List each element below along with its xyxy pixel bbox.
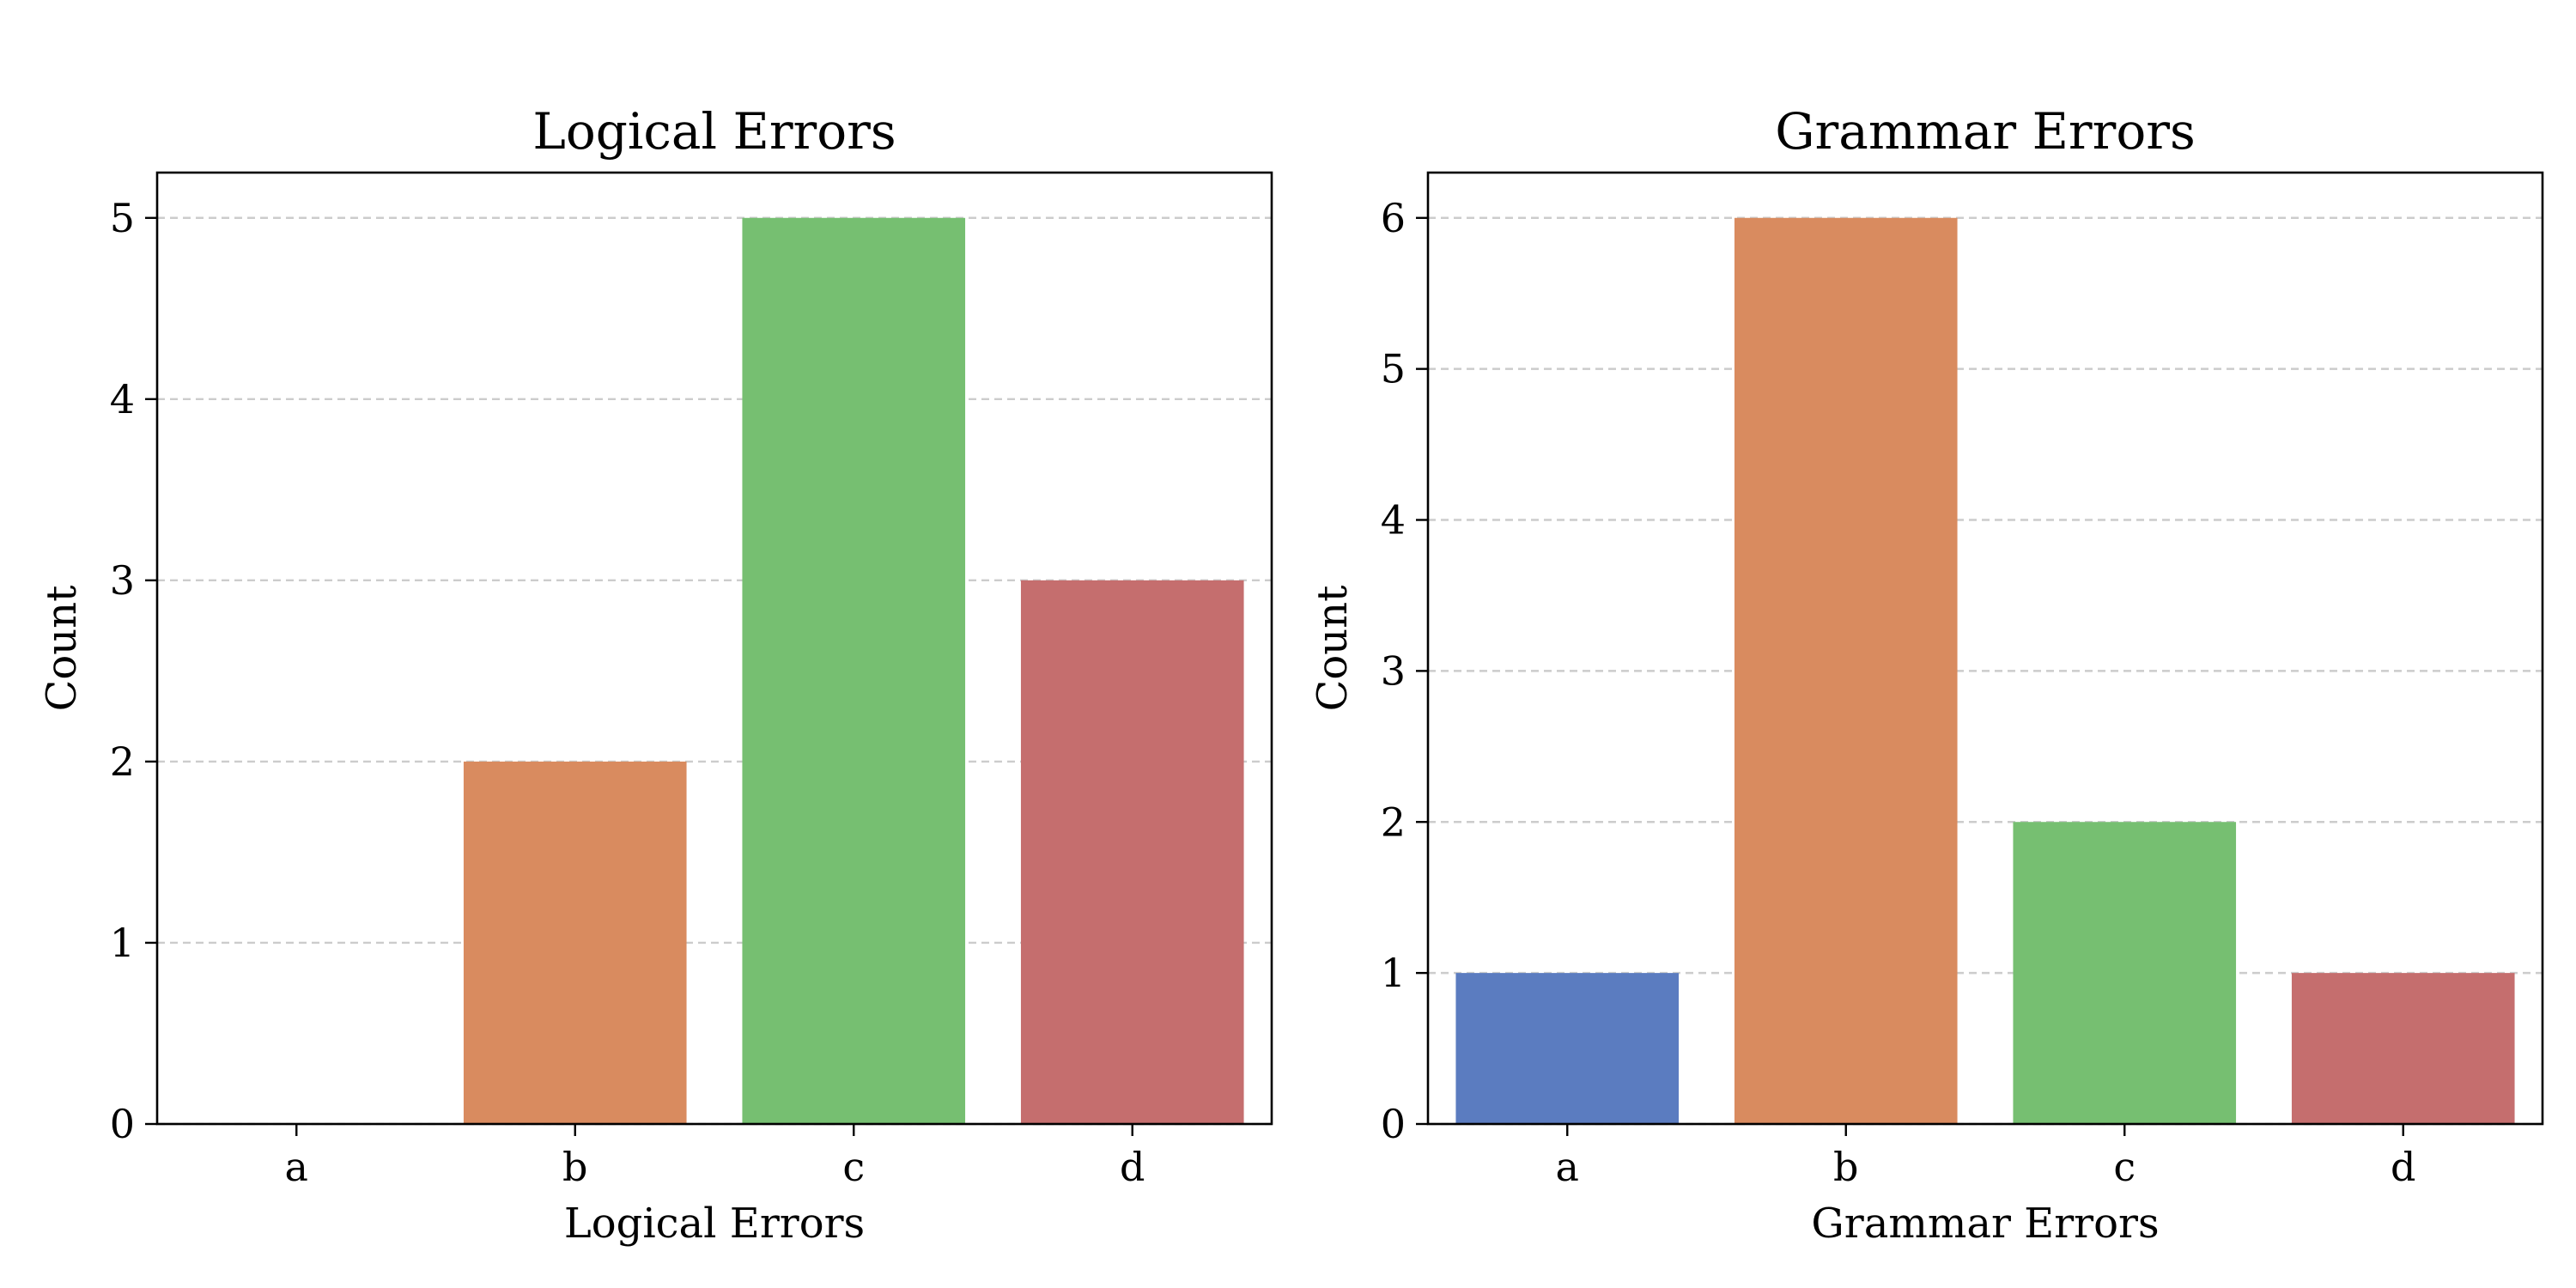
bar-d — [1020, 580, 1244, 1124]
y-tick-label: 5 — [1381, 346, 1406, 392]
x-tick-label: c — [2113, 1144, 2136, 1190]
y-tick-label: 6 — [1381, 195, 1406, 241]
plot-frame — [155, 171, 1273, 1126]
x-tick-label: c — [842, 1144, 865, 1190]
y-tick-label: 3 — [1381, 647, 1406, 694]
bar-d — [2291, 973, 2515, 1124]
bar-c — [2013, 822, 2237, 1124]
y-tick-label: 3 — [110, 557, 135, 604]
x-tick-label: a — [1556, 1144, 1579, 1190]
x-axis-label: Logical Errors — [564, 1200, 865, 1248]
chart-title: Grammar Errors — [1775, 102, 2196, 161]
chart-grammar-errors: Grammar Errors Grammar Errors Count 0 1 2 3… — [1309, 102, 2544, 1248]
plot-frame — [1426, 171, 2544, 1126]
y-tick-label: 2 — [110, 738, 135, 785]
x-axis-label: Grammar Errors — [1811, 1200, 2159, 1248]
y-tick-label: 0 — [1381, 1101, 1406, 1147]
x-tick-label: d — [1120, 1144, 1145, 1190]
bar-c — [742, 217, 966, 1124]
y-tick-label: 0 — [110, 1101, 135, 1147]
y-axis-label: Count — [38, 586, 86, 712]
bar-b — [1734, 217, 1958, 1124]
bar-b — [463, 761, 687, 1124]
x-tick-label: a — [285, 1144, 308, 1190]
y-axis-label: Count — [1309, 586, 1357, 712]
y-tick-label: 4 — [110, 376, 135, 422]
bar-a — [1455, 973, 1680, 1124]
y-tick-label: 2 — [1381, 799, 1406, 845]
chart-title: Logical Errors — [532, 102, 896, 161]
x-tick-label: b — [562, 1144, 587, 1190]
y-tick-label: 1 — [1381, 950, 1406, 996]
chart-logical-errors: Logical Errors Logical Errors Count 0 1 2 3… — [38, 102, 1273, 1248]
y-tick-label: 1 — [110, 920, 135, 966]
y-tick-label: 5 — [110, 195, 135, 241]
x-tick-label: d — [2391, 1144, 2415, 1190]
y-tick-label: 4 — [1381, 497, 1406, 544]
x-tick-label: b — [1833, 1144, 1858, 1190]
